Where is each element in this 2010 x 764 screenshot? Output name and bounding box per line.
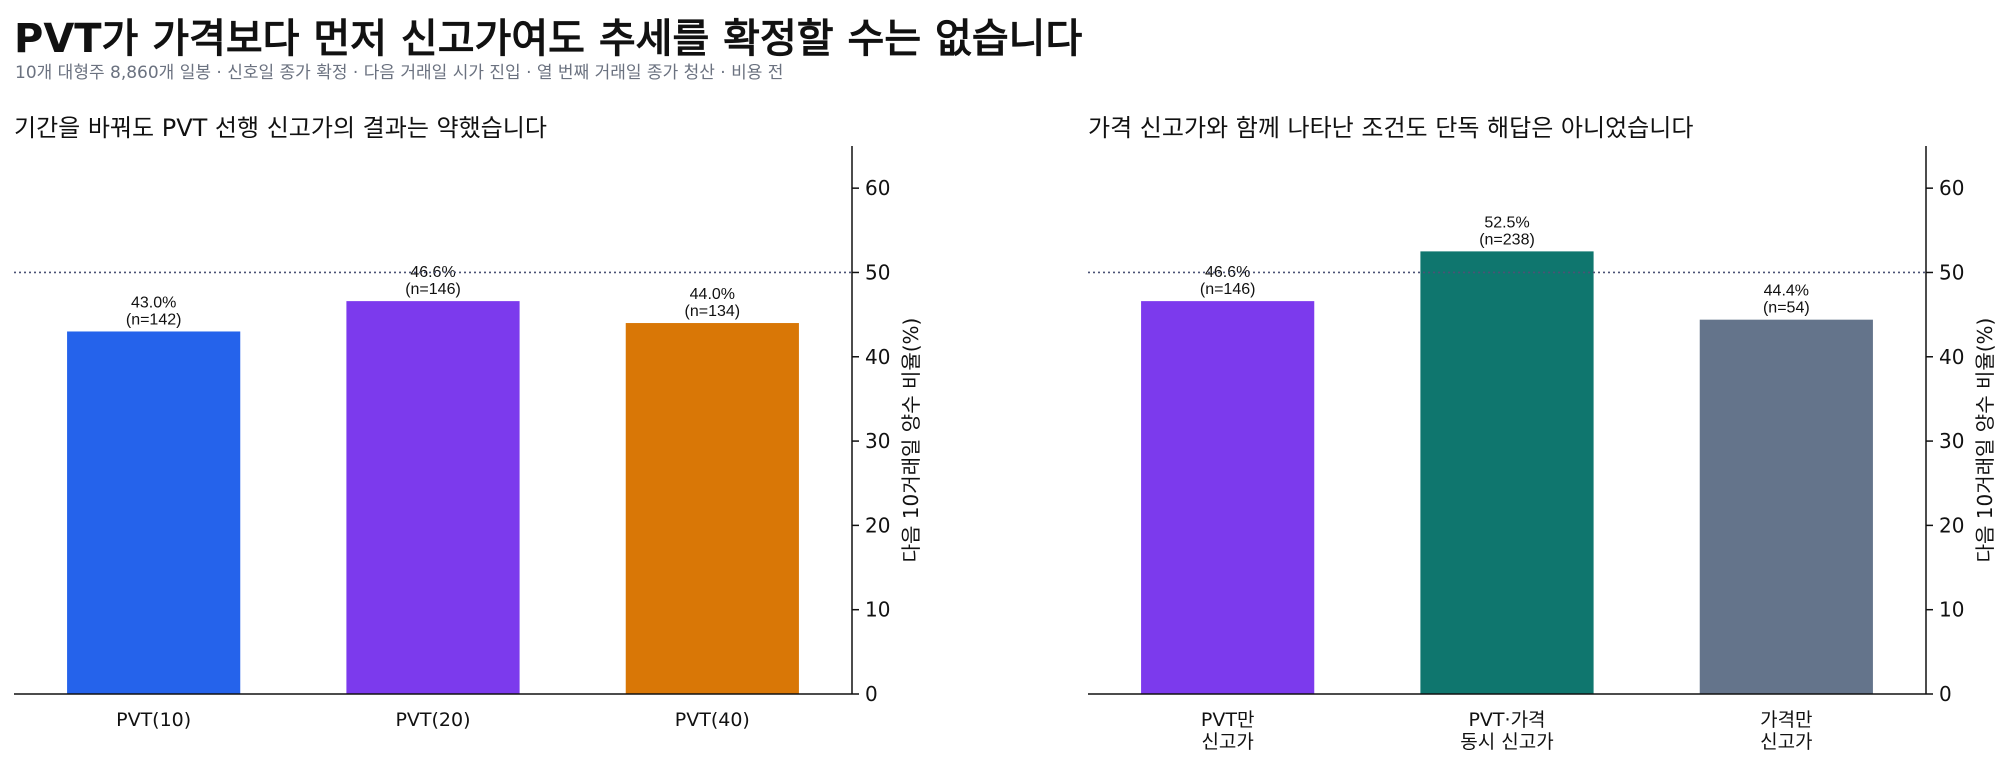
left-bar-2-value-label: 46.6%: [410, 264, 455, 281]
left-category-label-2: PVT(20): [395, 709, 470, 731]
page-title: PVT가 가격보다 먼저 신고가여도 추세를 확정할 수는 없습니다: [14, 16, 1083, 62]
left-y-tick-label-40: 40: [865, 345, 890, 369]
left-bar-1: [67, 331, 241, 694]
right-category-label-3: 가격만: [1760, 709, 1812, 731]
left-bar-1-count-label: (n=142): [126, 311, 182, 328]
right-y-tick-label-50: 50: [1939, 260, 1964, 284]
right-bar-2-count-label: (n=238): [1479, 231, 1535, 248]
left-y-tick-label-60: 60: [865, 176, 890, 200]
left-bar-3-value-label: 44.0%: [690, 286, 735, 303]
right-bar-2: [1420, 251, 1594, 694]
left-y-tick-label-0: 0: [865, 682, 878, 706]
right-y-tick-label-10: 10: [1939, 598, 1964, 622]
left-bar-3-count-label: (n=134): [685, 303, 741, 320]
left-y-tick-label-30: 30: [865, 429, 890, 453]
right-y-axis-title: 다음 10거래일 양수 비율(%): [1973, 318, 1997, 563]
left-category-label-3: PVT(40): [675, 709, 750, 731]
right-bar-1-count-label: (n=146): [1200, 281, 1256, 298]
right-category-label-2-line-2: 동시 신고가: [1460, 731, 1553, 753]
right-bar-3-count-label: (n=54): [1763, 300, 1810, 317]
left-y-tick-label-20: 20: [865, 513, 890, 537]
right-bar-2-value-label: 52.5%: [1484, 214, 1529, 231]
right-category-label-1: PVT만: [1201, 709, 1255, 731]
left-y-tick-label-50: 50: [865, 260, 890, 284]
right-y-tick-label-60: 60: [1939, 176, 1964, 200]
left-bar-2: [346, 301, 520, 694]
left-bar-1-value-label: 43.0%: [131, 294, 176, 311]
right-bar-3-value-label: 44.4%: [1764, 283, 1809, 300]
left-category-label-1: PVT(10): [116, 709, 191, 731]
left-y-axis-title: 다음 10거래일 양수 비율(%): [899, 318, 923, 563]
right-bar-1-value-label: 46.6%: [1205, 264, 1250, 281]
right-category-label-2: PVT·가격: [1468, 709, 1545, 731]
right-y-tick-label-30: 30: [1939, 429, 1964, 453]
left-y-tick-label-10: 10: [865, 598, 890, 622]
left-chart-title: 기간을 바꿔도 PVT 선행 신고가의 결과는 약했습니다: [14, 114, 547, 142]
right-category-label-3-line-2: 신고가: [1760, 731, 1812, 753]
right-y-tick-label-20: 20: [1939, 513, 1964, 537]
right-bar-1: [1141, 301, 1315, 694]
right-y-tick-label-0: 0: [1939, 682, 1952, 706]
right-chart-title: 가격 신고가와 함께 나타난 조건도 단독 해답은 아니었습니다: [1088, 114, 1694, 142]
left-bar-2-count-label: (n=146): [405, 281, 461, 298]
page-subtitle: 10개 대형주 8,860개 일봉 · 신호일 종가 확정 · 다음 거래일 시…: [15, 63, 784, 83]
left-bar-3: [625, 323, 799, 694]
right-y-tick-label-40: 40: [1939, 345, 1964, 369]
right-bar-3: [1699, 319, 1873, 694]
right-category-label-1-line-2: 신고가: [1201, 731, 1253, 753]
